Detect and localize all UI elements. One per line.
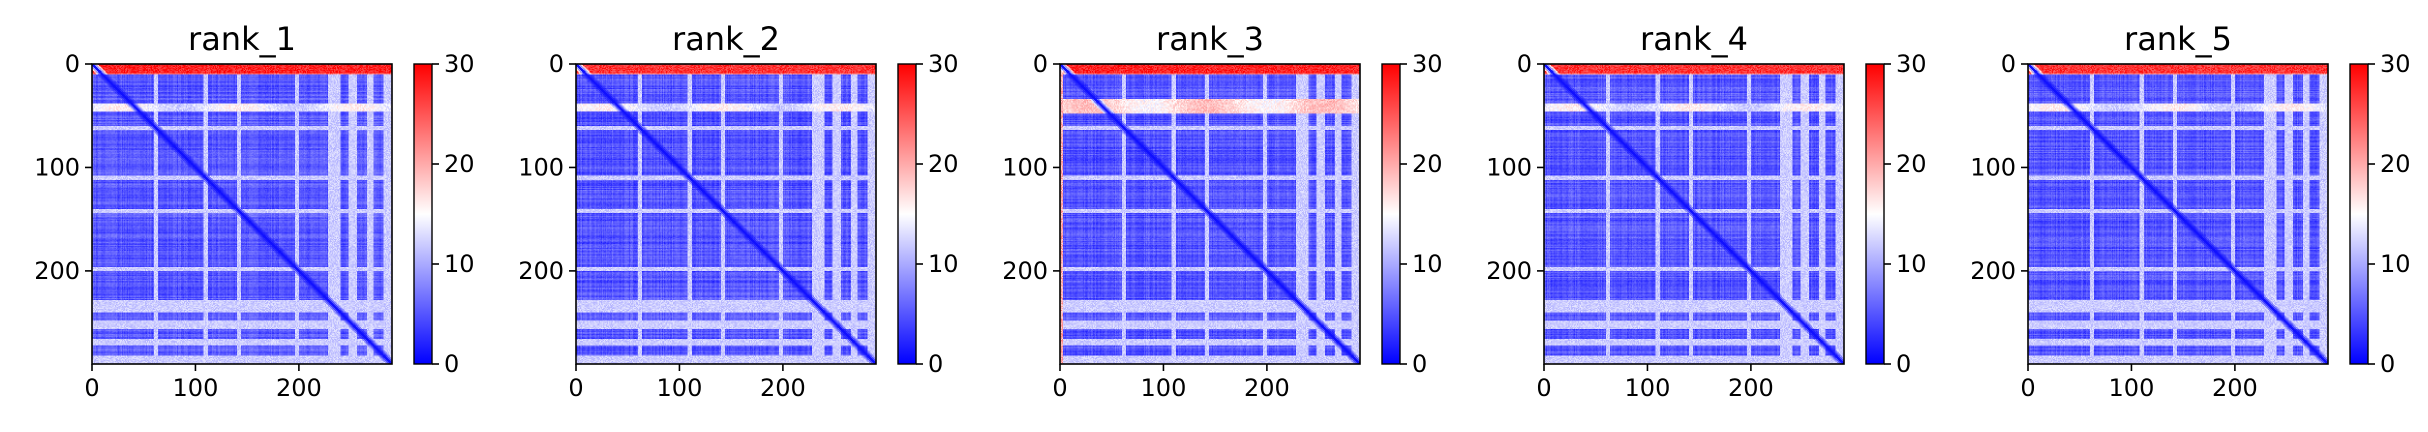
x-tick-label: 200 bbox=[1728, 374, 1774, 402]
x-tick-label: 0 bbox=[2020, 374, 2035, 402]
heatmap-panel-2: rank_2 0 100 200 0 100 200 0 10 20 30 bbox=[518, 20, 958, 402]
y-tick-label: 200 bbox=[1486, 257, 1532, 285]
y-tick-label: 200 bbox=[1002, 257, 1048, 285]
heatmap-panel-5: rank_5 0 100 200 0 100 200 0 10 20 30 bbox=[1970, 20, 2410, 402]
colorbar-tick-label: 20 bbox=[2380, 150, 2411, 178]
heatmap-image bbox=[1060, 64, 1360, 364]
x-tick-label: 100 bbox=[173, 374, 219, 402]
y-tick-label: 0 bbox=[1517, 50, 1532, 78]
y-tick-label: 200 bbox=[34, 257, 80, 285]
x-tick-label: 100 bbox=[2109, 374, 2155, 402]
colorbar-tick-label: 20 bbox=[928, 150, 959, 178]
colorbar-tick-label: 20 bbox=[444, 150, 475, 178]
y-tick-label: 100 bbox=[1002, 153, 1048, 181]
colorbar-tick-label: 30 bbox=[2380, 50, 2411, 78]
colorbar-tick-label: 20 bbox=[1896, 150, 1927, 178]
panel-title: rank_3 bbox=[1156, 20, 1264, 58]
y-tick-label: 0 bbox=[1033, 50, 1048, 78]
x-tick-label: 200 bbox=[276, 374, 322, 402]
y-tick-label: 100 bbox=[1486, 153, 1532, 181]
y-tick-label: 100 bbox=[34, 153, 80, 181]
x-tick-label: 0 bbox=[84, 374, 99, 402]
colorbar-tick-label: 0 bbox=[444, 350, 459, 378]
x-tick-label: 0 bbox=[568, 374, 583, 402]
panel-title: rank_2 bbox=[672, 20, 780, 58]
colorbar-tick-label: 10 bbox=[928, 250, 959, 278]
x-tick-label: 200 bbox=[1244, 374, 1290, 402]
y-tick-label: 0 bbox=[549, 50, 564, 78]
colorbar bbox=[414, 64, 432, 364]
x-tick-label: 0 bbox=[1052, 374, 1067, 402]
axes-frame bbox=[91, 63, 393, 365]
x-tick-label: 100 bbox=[1625, 374, 1671, 402]
colorbar-frame bbox=[1865, 63, 1885, 365]
colorbar bbox=[2350, 64, 2368, 364]
colorbar-frame bbox=[1381, 63, 1401, 365]
axes-frame bbox=[2027, 63, 2329, 365]
y-tick-label: 200 bbox=[518, 257, 564, 285]
colorbar-tick-label: 30 bbox=[1896, 50, 1927, 78]
colorbar-tick-label: 10 bbox=[1896, 250, 1927, 278]
x-tick-label: 100 bbox=[657, 374, 703, 402]
panel-title: rank_4 bbox=[1640, 20, 1748, 58]
axes-frame bbox=[1543, 63, 1845, 365]
heatmap-image bbox=[576, 64, 876, 364]
axes-frame bbox=[1059, 63, 1361, 365]
heatmap-panel-3: rank_3 0 100 200 0 100 200 0 10 20 30 bbox=[1002, 20, 1442, 402]
x-tick-label: 100 bbox=[1141, 374, 1187, 402]
colorbar-tick-label: 10 bbox=[444, 250, 475, 278]
x-tick-label: 200 bbox=[760, 374, 806, 402]
colorbar-tick-label: 10 bbox=[2380, 250, 2411, 278]
colorbar-tick-label: 10 bbox=[1412, 250, 1443, 278]
y-tick-label: 100 bbox=[518, 153, 564, 181]
axes-frame bbox=[575, 63, 877, 365]
heatmap-panel-4: rank_4 0 100 200 0 100 200 0 10 20 30 bbox=[1486, 20, 1926, 402]
colorbar-tick-label: 0 bbox=[1896, 350, 1911, 378]
colorbar-tick-label: 30 bbox=[928, 50, 959, 78]
panel-title: rank_1 bbox=[188, 20, 296, 58]
colorbar-tick-label: 30 bbox=[444, 50, 475, 78]
colorbar bbox=[1382, 64, 1400, 364]
panel-title: rank_5 bbox=[2124, 20, 2232, 58]
colorbar-tick-label: 20 bbox=[1412, 150, 1443, 178]
heatmap-image bbox=[1544, 64, 1844, 364]
colorbar-tick-label: 0 bbox=[1412, 350, 1427, 378]
x-tick-label: 0 bbox=[1536, 374, 1551, 402]
heatmap-image bbox=[2028, 64, 2328, 364]
y-tick-label: 200 bbox=[1970, 257, 2016, 285]
y-tick-label: 100 bbox=[1970, 153, 2016, 181]
colorbar bbox=[1866, 64, 1884, 364]
colorbar-frame bbox=[897, 63, 917, 365]
colorbar-tick-label: 0 bbox=[928, 350, 943, 378]
heatmap-panel-1: rank_1 0 100 200 0 100 200 0 10 20 30 bbox=[34, 20, 474, 402]
colorbar-tick-label: 30 bbox=[1412, 50, 1443, 78]
colorbar-frame bbox=[413, 63, 433, 365]
colorbar-frame bbox=[2349, 63, 2369, 365]
colorbar bbox=[898, 64, 916, 364]
y-tick-label: 0 bbox=[2001, 50, 2016, 78]
heatmap-image bbox=[92, 64, 392, 364]
colorbar-tick-label: 0 bbox=[2380, 350, 2395, 378]
y-tick-label: 0 bbox=[65, 50, 80, 78]
x-tick-label: 200 bbox=[2212, 374, 2258, 402]
